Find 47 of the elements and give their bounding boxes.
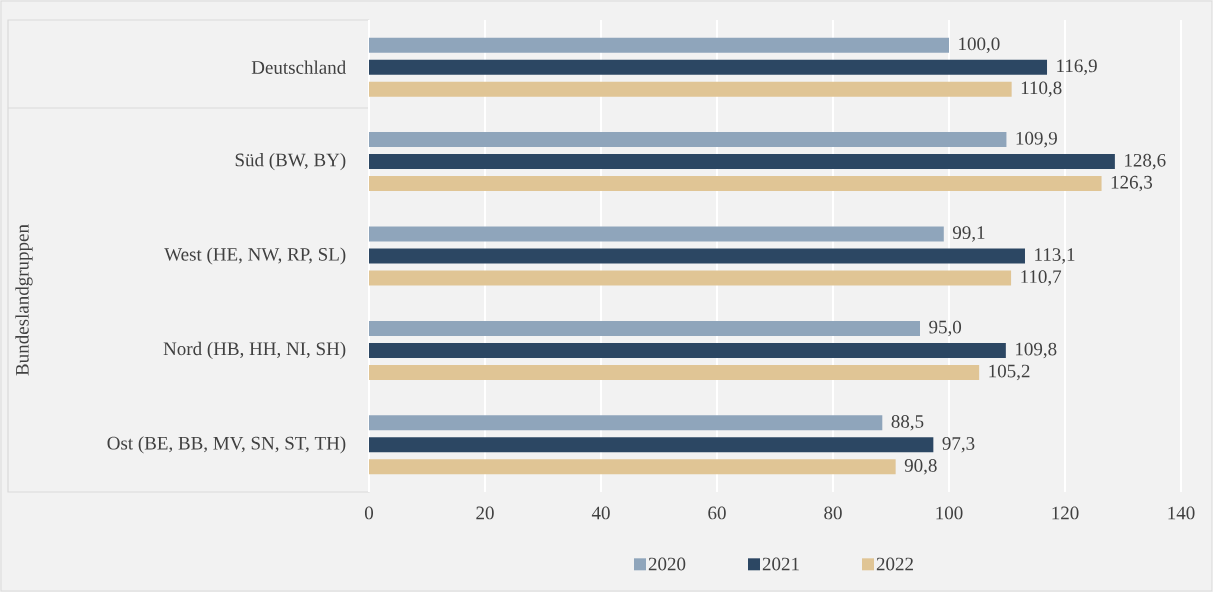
data-label: 88,5 (891, 415, 924, 431)
bar (369, 226, 944, 242)
bar (369, 59, 1048, 75)
bar (369, 37, 949, 53)
data-label: 110,8 (1021, 81, 1062, 97)
bar (369, 132, 1007, 148)
bar (369, 437, 934, 453)
bar (369, 176, 1102, 192)
bar (369, 270, 1012, 286)
y-tick-label: Nord (HB, HH, NI, SH) (163, 341, 346, 360)
x-tick-label: 140 (1168, 506, 1195, 520)
data-label: 100,0 (959, 37, 1000, 53)
data-label: 109,8 (1016, 342, 1057, 359)
bar (369, 342, 1006, 358)
legend-label: 2022 (876, 557, 913, 571)
y-tick-label: Süd (BW, BY) (235, 153, 346, 171)
x-tick-label: 120 (1052, 506, 1079, 520)
y-tick-label: West (HE, NW, RP, SL) (164, 247, 346, 265)
legend-label: 2021 (762, 557, 799, 571)
data-label: 128,6 (1125, 153, 1166, 170)
data-label: 110,7 (1021, 270, 1062, 286)
x-tick-label: 100 (936, 506, 963, 520)
data-label: 95,0 (929, 320, 962, 337)
bar (369, 154, 1115, 170)
data-label: 113,1 (1035, 248, 1075, 264)
data-label: 116,9 (1057, 59, 1097, 75)
data-label: 97,3 (942, 437, 975, 453)
bar (369, 320, 921, 336)
x-tick-label: 80 (824, 506, 842, 520)
data-label: 99,1 (952, 226, 985, 242)
bar (369, 81, 1012, 97)
bar (369, 415, 883, 431)
bar (369, 364, 980, 380)
data-label: 126,3 (1111, 175, 1153, 192)
legend-label: 2020 (648, 557, 686, 571)
data-label: 90,8 (904, 459, 937, 475)
y-tick-label: Ost (BE, BB, MV, SN, ST, TH) (107, 436, 346, 454)
x-tick-label: 20 (476, 506, 494, 520)
y-tick-label: Deutschland (251, 60, 346, 74)
x-tick-label: 0 (364, 506, 374, 520)
data-label: 105,2 (989, 364, 1030, 381)
bar (369, 248, 1025, 264)
bar (369, 459, 896, 475)
y-axis-title: Bundeslandgruppen (15, 224, 33, 376)
data-label: 109,9 (1016, 131, 1057, 148)
x-tick-label: 60 (708, 506, 726, 520)
x-tick-label: 40 (591, 506, 610, 520)
